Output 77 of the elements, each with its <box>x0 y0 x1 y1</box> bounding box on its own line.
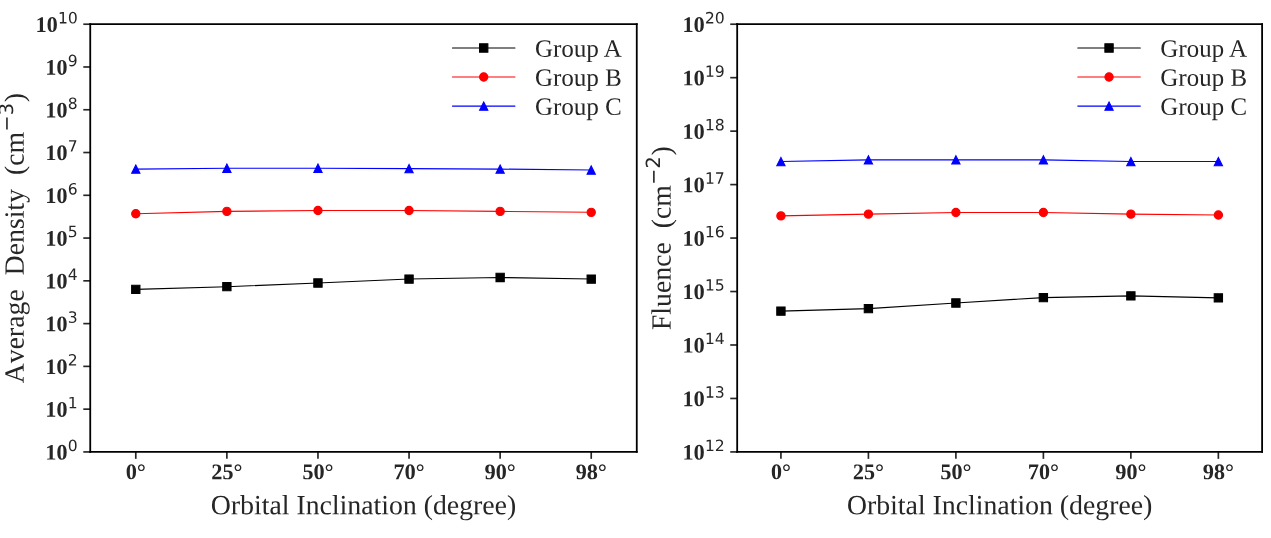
y-tick-label: 10$^{17}$ <box>684 172 724 193</box>
point <box>404 163 414 174</box>
legend-label: Group C <box>535 98 621 121</box>
x-tick-label: 0° <box>126 464 145 480</box>
y-tick-label: 10$^{5}$ <box>47 225 77 246</box>
legend-label: Group A <box>1161 40 1247 63</box>
x-tick-label: 98° <box>576 464 606 480</box>
y-tick-label: 10$^{13}$ <box>684 386 724 407</box>
point <box>1126 209 1136 219</box>
y-tick-label: 10$^{3}$ <box>47 311 77 332</box>
point <box>951 298 961 308</box>
point <box>863 209 874 219</box>
y-tick-label: 10$^{2}$ <box>47 354 77 375</box>
point <box>776 211 786 221</box>
point <box>404 205 414 216</box>
y-tick-label: 10$^{1}$ <box>47 396 77 417</box>
x-tick-label: 70° <box>394 464 424 480</box>
y-tick-label: 10$^{19}$ <box>684 65 724 86</box>
y-tick-label: 10$^{9}$ <box>47 54 77 75</box>
point <box>222 282 232 292</box>
x-tick-label: 90° <box>1115 464 1146 480</box>
x-tick-label: 25° <box>212 464 242 480</box>
point <box>495 272 505 283</box>
point <box>404 274 414 284</box>
point <box>586 274 596 284</box>
y-tick-label: 10$^{10}$ <box>37 11 77 33</box>
point <box>1038 155 1049 165</box>
point <box>1213 156 1224 167</box>
point <box>586 207 596 217</box>
y-tick-label: 10$^{20}$ <box>684 11 724 33</box>
x-axis-title: Orbital Inclination (degree) <box>848 494 1152 521</box>
x-tick-label: 50° <box>303 464 333 480</box>
x-tick-label: 98° <box>1203 464 1233 480</box>
point <box>863 303 874 314</box>
point <box>131 209 141 219</box>
point <box>495 206 505 217</box>
point <box>1038 292 1049 303</box>
point <box>495 164 505 174</box>
y-tick-label: 10$^{16}$ <box>684 225 724 246</box>
point <box>951 155 961 165</box>
y-tick-label: 10$^{4}$ <box>47 268 77 289</box>
point <box>776 306 786 316</box>
point <box>313 163 323 173</box>
x-tick-label: 70° <box>1029 464 1058 480</box>
point <box>1126 156 1136 167</box>
point <box>586 165 596 175</box>
point <box>222 163 232 173</box>
legend-label: Group A <box>535 40 622 63</box>
point <box>131 284 141 295</box>
point <box>863 155 874 165</box>
point <box>1213 293 1224 303</box>
y-axis-title: Fluence (cm$^{−2}$) <box>645 147 677 330</box>
point <box>222 206 232 217</box>
legend-label: Group C <box>1161 98 1246 121</box>
legend-label: Group B <box>1161 69 1246 92</box>
y-tick-label: 10$^{8}$ <box>47 97 77 118</box>
point <box>131 164 141 174</box>
point <box>1126 291 1136 301</box>
x-tick-label: 25° <box>853 464 883 480</box>
x-tick-label: 90° <box>485 464 515 480</box>
y-tick-label: 10$^{0}$ <box>47 439 77 460</box>
point <box>1038 207 1049 218</box>
point <box>776 156 786 167</box>
point <box>313 278 323 288</box>
y-tick-label: 10$^{18}$ <box>684 118 724 140</box>
y-tick-label: 10$^{15}$ <box>684 279 724 300</box>
x-axis-title: Orbital Inclination (degree) <box>211 494 515 521</box>
point <box>313 205 323 216</box>
x-tick-label: 50° <box>941 464 971 480</box>
y-tick-label: 10$^{12}$ <box>684 439 724 460</box>
y-tick-label: 10$^{7}$ <box>47 140 77 161</box>
y-tick-label: 10$^{6}$ <box>47 182 77 204</box>
x-tick-label: 0° <box>771 464 790 480</box>
point <box>951 207 961 218</box>
legend-label: Group B <box>535 69 621 92</box>
point <box>1213 210 1224 220</box>
y-tick-label: 10$^{14}$ <box>684 332 724 353</box>
